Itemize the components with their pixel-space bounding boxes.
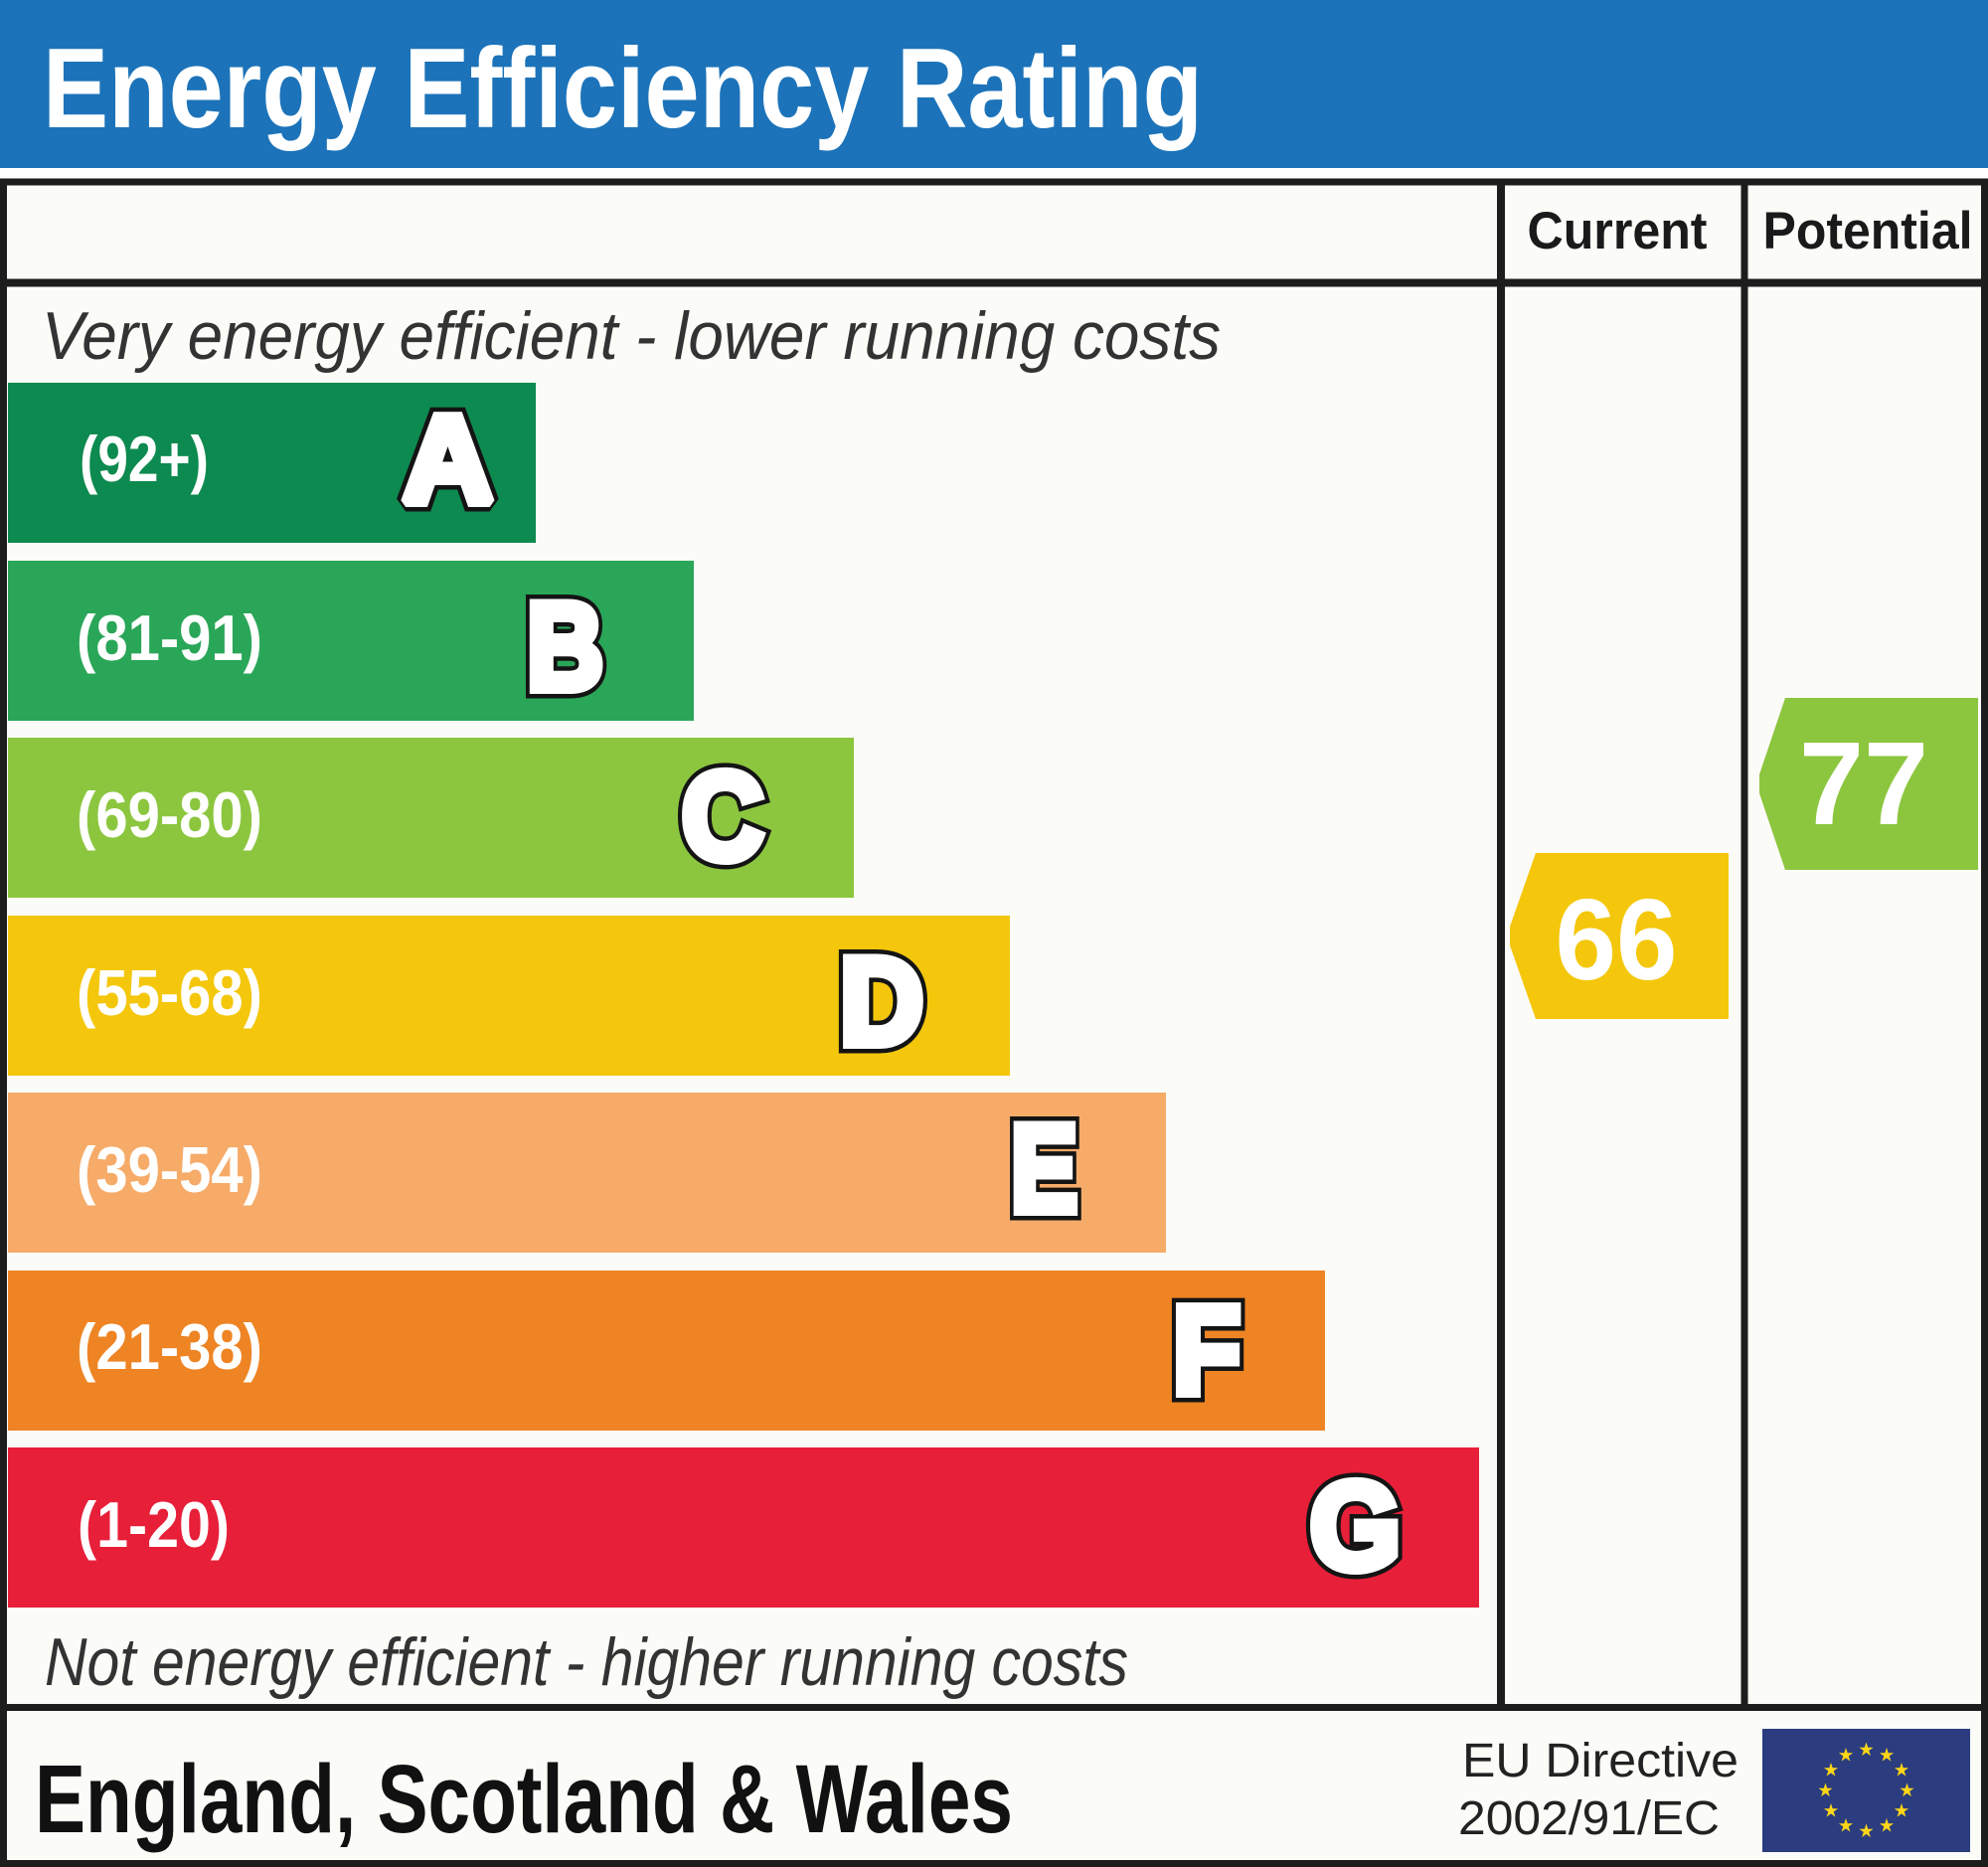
svg-text:EU Directive: EU Directive bbox=[1462, 1735, 1739, 1787]
svg-text:D: D bbox=[840, 934, 923, 1071]
svg-text:(69-80): (69-80) bbox=[77, 778, 262, 851]
svg-text:C: C bbox=[682, 749, 763, 886]
svg-text:(39-54): (39-54) bbox=[77, 1133, 262, 1206]
svg-text:Potential: Potential bbox=[1763, 202, 1973, 260]
svg-text:Energy Efficiency Rating: Energy Efficiency Rating bbox=[43, 26, 1203, 152]
svg-text:B: B bbox=[527, 579, 603, 716]
svg-text:77: 77 bbox=[1799, 718, 1928, 850]
svg-text:2002/91/EC: 2002/91/EC bbox=[1458, 1792, 1720, 1845]
svg-text:(21-38): (21-38) bbox=[77, 1310, 262, 1383]
svg-text:A: A bbox=[403, 392, 493, 529]
svg-text:F: F bbox=[1173, 1282, 1241, 1420]
svg-text:Not energy efficient - higher: Not energy efficient - higher running co… bbox=[45, 1624, 1128, 1700]
svg-text:G: G bbox=[1310, 1458, 1401, 1596]
svg-text:England, Scotland & Wales: England, Scotland & Wales bbox=[35, 1745, 1013, 1853]
svg-text:(55-68): (55-68) bbox=[77, 956, 262, 1029]
svg-text:A: A bbox=[403, 392, 493, 529]
svg-text:(81-91): (81-91) bbox=[77, 601, 262, 674]
svg-text:G: G bbox=[1310, 1458, 1401, 1596]
svg-text:(92+): (92+) bbox=[80, 423, 209, 495]
svg-text:Current: Current bbox=[1528, 202, 1708, 260]
svg-text:D: D bbox=[840, 934, 923, 1071]
svg-text:C: C bbox=[682, 749, 763, 886]
svg-text:B: B bbox=[527, 579, 603, 716]
svg-text:F: F bbox=[1173, 1282, 1241, 1420]
svg-text:E: E bbox=[1011, 1101, 1077, 1238]
svg-text:66: 66 bbox=[1556, 875, 1678, 1004]
svg-text:E: E bbox=[1011, 1101, 1077, 1238]
svg-text:(1-20): (1-20) bbox=[78, 1488, 230, 1561]
svg-text:Very energy efficient - lower: Very energy efficient - lower running co… bbox=[42, 298, 1221, 374]
